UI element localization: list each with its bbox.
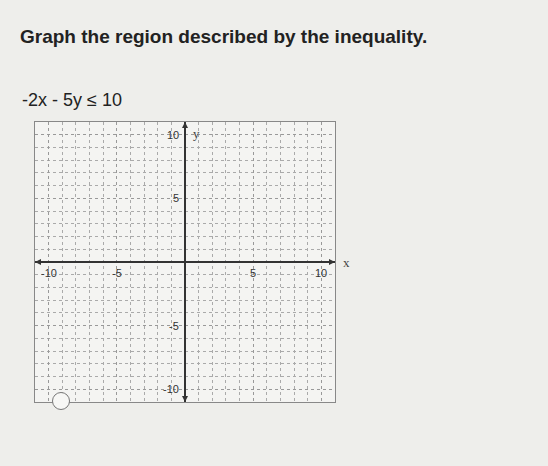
svg-text:-5: -5	[112, 267, 122, 279]
svg-text:y: y	[193, 126, 200, 141]
svg-text:10: 10	[315, 267, 327, 279]
svg-text:5: 5	[173, 192, 179, 204]
svg-text:10: 10	[167, 129, 179, 141]
svg-text:x: x	[343, 255, 350, 270]
svg-text:-5: -5	[169, 320, 179, 332]
svg-text:5: 5	[250, 267, 256, 279]
svg-text:-10: -10	[41, 267, 57, 279]
html-text:-2x - 5y ≤ 10: -2x - 5y ≤ 10	[22, 90, 122, 110]
html-text:Graph the region described by: Graph the region described by the inequa…	[20, 26, 428, 47]
svg-text:-10: -10	[163, 383, 179, 395]
